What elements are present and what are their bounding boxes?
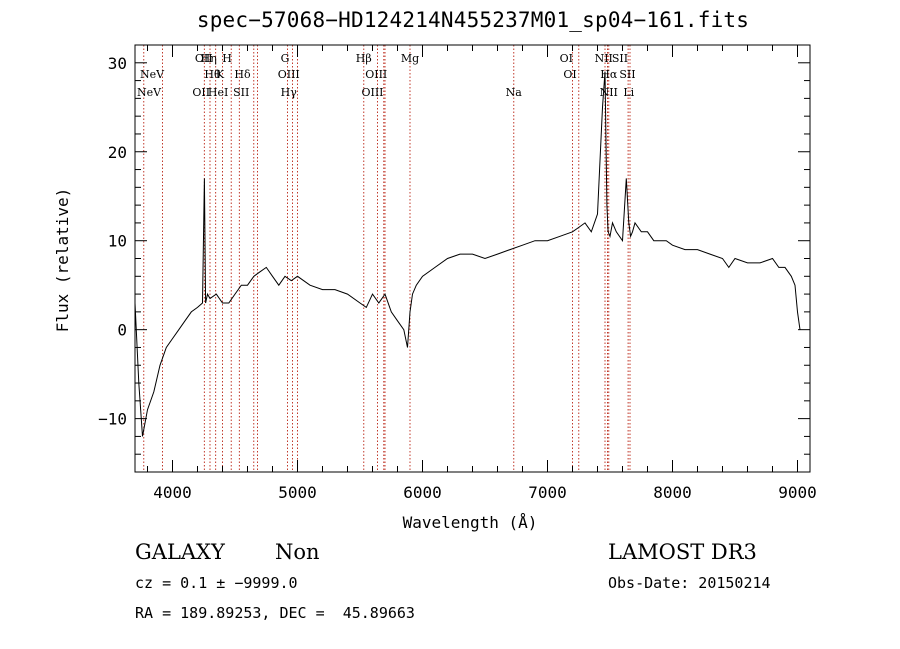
plot-frame <box>134 44 811 473</box>
x-tick-label: 9000 <box>778 483 817 502</box>
spectral-line-label: NeV <box>140 68 165 81</box>
spectral-line-label: Mg <box>401 52 419 65</box>
y-tick-label: 0 <box>117 321 127 340</box>
spectral-line-label: Hδ <box>234 68 251 81</box>
ra-dec: RA = 189.89253, DEC = 45.89663 <box>135 604 415 622</box>
y-tick-label: 20 <box>108 143 127 162</box>
spectral-line-label: NII <box>595 52 613 65</box>
spectral-line-label: G <box>281 52 290 65</box>
object-class: GALAXY <box>135 540 225 564</box>
spectral-line-label: Hθ <box>204 68 221 81</box>
spectral-line-label: K <box>216 68 225 81</box>
obs-date: Obs-Date: 20150214 <box>608 574 771 592</box>
spectral-line-label: NII <box>600 86 618 99</box>
spectral-line-label: OII <box>192 86 210 99</box>
x-tick-label: 5000 <box>278 483 317 502</box>
spectral-line-label: SII <box>612 52 628 65</box>
spectral-line-label: OI <box>563 68 576 81</box>
x-tick-label: 7000 <box>528 483 567 502</box>
spectral-line-label: OIII <box>361 86 383 99</box>
y-tick-label: 30 <box>108 54 127 73</box>
spectral-line-label: Hγ <box>281 86 298 99</box>
spectral-line-label: Hβ <box>356 52 372 65</box>
redshift-cz: cz = 0.1 ± −9999.0 <box>135 574 298 592</box>
spectral-line-label: OIII <box>278 68 300 81</box>
object-subclass: Non <box>275 540 320 564</box>
y-tick-label: 10 <box>108 232 127 251</box>
spectral-line-label: NeV <box>137 86 162 99</box>
y-axis-label: Flux (relative) <box>53 188 72 333</box>
x-tick-label: 4000 <box>153 483 192 502</box>
spectral-line-label: Li <box>623 86 634 99</box>
y-tick-label: −10 <box>98 410 127 429</box>
spectral-line-label: SII <box>619 68 635 81</box>
spectral-line-label: SII <box>233 86 249 99</box>
spectral-line-label: Na <box>506 86 523 99</box>
spectral-line-label: H <box>222 52 232 65</box>
x-axis-label: Wavelength (Å) <box>403 513 538 532</box>
x-tick-label: 6000 <box>403 483 442 502</box>
spectral-line-label: OI <box>560 52 573 65</box>
spectral-line-label: OII <box>195 52 213 65</box>
x-tick-label: 8000 <box>653 483 692 502</box>
spectral-line-label: Hα <box>600 68 618 81</box>
spectral-line-label: HeI <box>208 86 228 99</box>
spectral-line-label: OIII <box>365 68 387 81</box>
spectral-line-label: Hη <box>201 52 217 65</box>
survey-name: LAMOST DR3 <box>608 540 757 564</box>
spectrum-series-line <box>134 71 801 437</box>
chart-title: spec−57068−HD124214N455237M01_sp04−161.f… <box>196 8 750 32</box>
